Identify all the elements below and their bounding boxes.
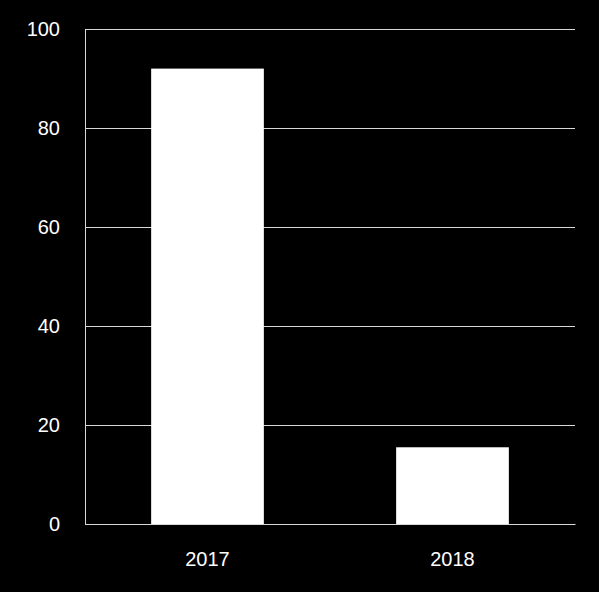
- x-tick-label: 2017: [185, 548, 230, 570]
- y-tick: 100: [27, 18, 575, 40]
- y-tick: 60: [38, 216, 575, 238]
- y-tick-label: 0: [49, 513, 60, 535]
- y-tick: 20: [38, 414, 575, 436]
- y-tick: 80: [38, 117, 575, 139]
- grid-line: [85, 524, 575, 525]
- y-axis-line: [85, 30, 86, 525]
- y-tick-label: 40: [38, 315, 60, 337]
- x-axis: 2017 2018: [86, 524, 576, 570]
- chart-svg: 0 20 40 60 80 100 2017 2018: [0, 0, 599, 592]
- y-tick: 40: [38, 315, 575, 337]
- background: [0, 0, 599, 592]
- bar: [151, 69, 264, 524]
- y-tick-label: 100: [27, 18, 60, 40]
- bar: [396, 447, 509, 524]
- x-tick-label: 2018: [430, 548, 475, 570]
- y-tick-label: 60: [38, 216, 60, 238]
- plot: 0 20 40 60 80 100 2017 2018: [27, 18, 576, 570]
- x-tick: 2017: [185, 524, 230, 570]
- y-axis: 0 20 40 60 80 100: [27, 18, 575, 535]
- x-axis-line: [86, 524, 576, 525]
- bars: [151, 69, 509, 524]
- chart-container: 0 20 40 60 80 100 2017 2018: [0, 0, 599, 592]
- y-tick-label: 20: [38, 414, 60, 436]
- y-tick-label: 80: [38, 117, 60, 139]
- x-tick: 2018: [430, 524, 475, 570]
- grid-line: [85, 29, 575, 30]
